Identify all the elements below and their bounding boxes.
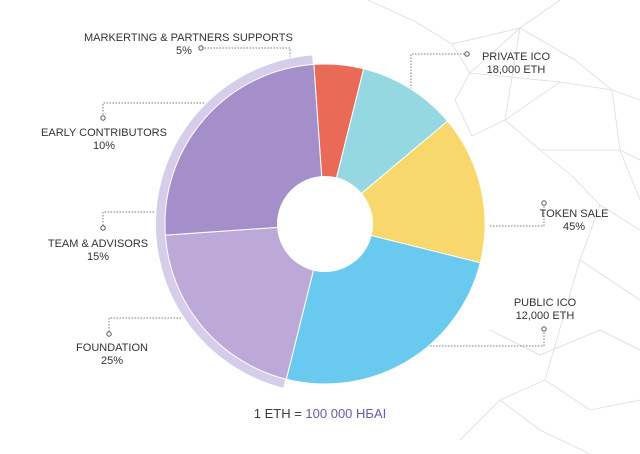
label-token-sale-title: TOKEN SALE [539,208,609,220]
callout-dot [100,115,106,121]
label-marketing-title: MARKERTING & PARTNERS SUPPORTS [84,32,293,44]
exchange-rate-prefix: 1 ETH = [253,406,306,421]
label-public-ico-title: PUBLIC ICO [513,297,577,309]
label-token-sale: TOKEN SALE 45% [534,208,614,234]
label-foundation-pct: 25% [100,355,124,367]
exchange-rate-value: 100 000 HБAI [305,406,387,421]
exchange-rate: 1 ETH = 100 000 HБAI [0,406,640,421]
label-private-ico-title: PRIVATE ICO [481,51,551,63]
label-team-advisors: TEAM & ADVISORS 15% [38,238,158,264]
label-token-sale-pct: 45% [562,221,586,233]
label-foundation: FOUNDATION 25% [62,342,162,368]
label-public-ico: PUBLIC ICO 12,000 ETH [500,297,590,323]
label-marketing-pct: 5% [176,45,192,57]
pie-slice-private-ico [164,63,326,236]
label-private-ico: PRIVATE ICO 18,000 ETH [471,51,561,77]
donut-hole [277,176,373,272]
label-early-contributors-title: EARLY CONTRIBUTORS [41,127,167,139]
callout-dot [100,225,106,231]
label-marketing: MARKERTING & PARTNERS SUPPORTS 5% [84,32,293,58]
label-early-contributors: EARLY CONTRIBUTORS 10% [34,127,174,153]
background-network-pattern [367,0,640,454]
callout-dot [106,331,112,337]
callout-dot [198,45,204,51]
callout-dot [464,51,470,57]
label-public-ico-amount: 12,000 ETH [515,310,575,322]
label-team-advisors-title: TEAM & ADVISORS [47,238,149,250]
label-early-contributors-pct: 10% [92,140,116,152]
pie-slice-early-contributors [324,68,449,226]
callout-dot [541,200,547,206]
callout-dot [541,326,547,332]
label-team-advisors-pct: 15% [86,251,110,263]
label-private-ico-amount: 18,000 ETH [486,64,546,76]
label-foundation-title: FOUNDATION [76,342,148,354]
pie-slice-public-ico [164,223,326,380]
